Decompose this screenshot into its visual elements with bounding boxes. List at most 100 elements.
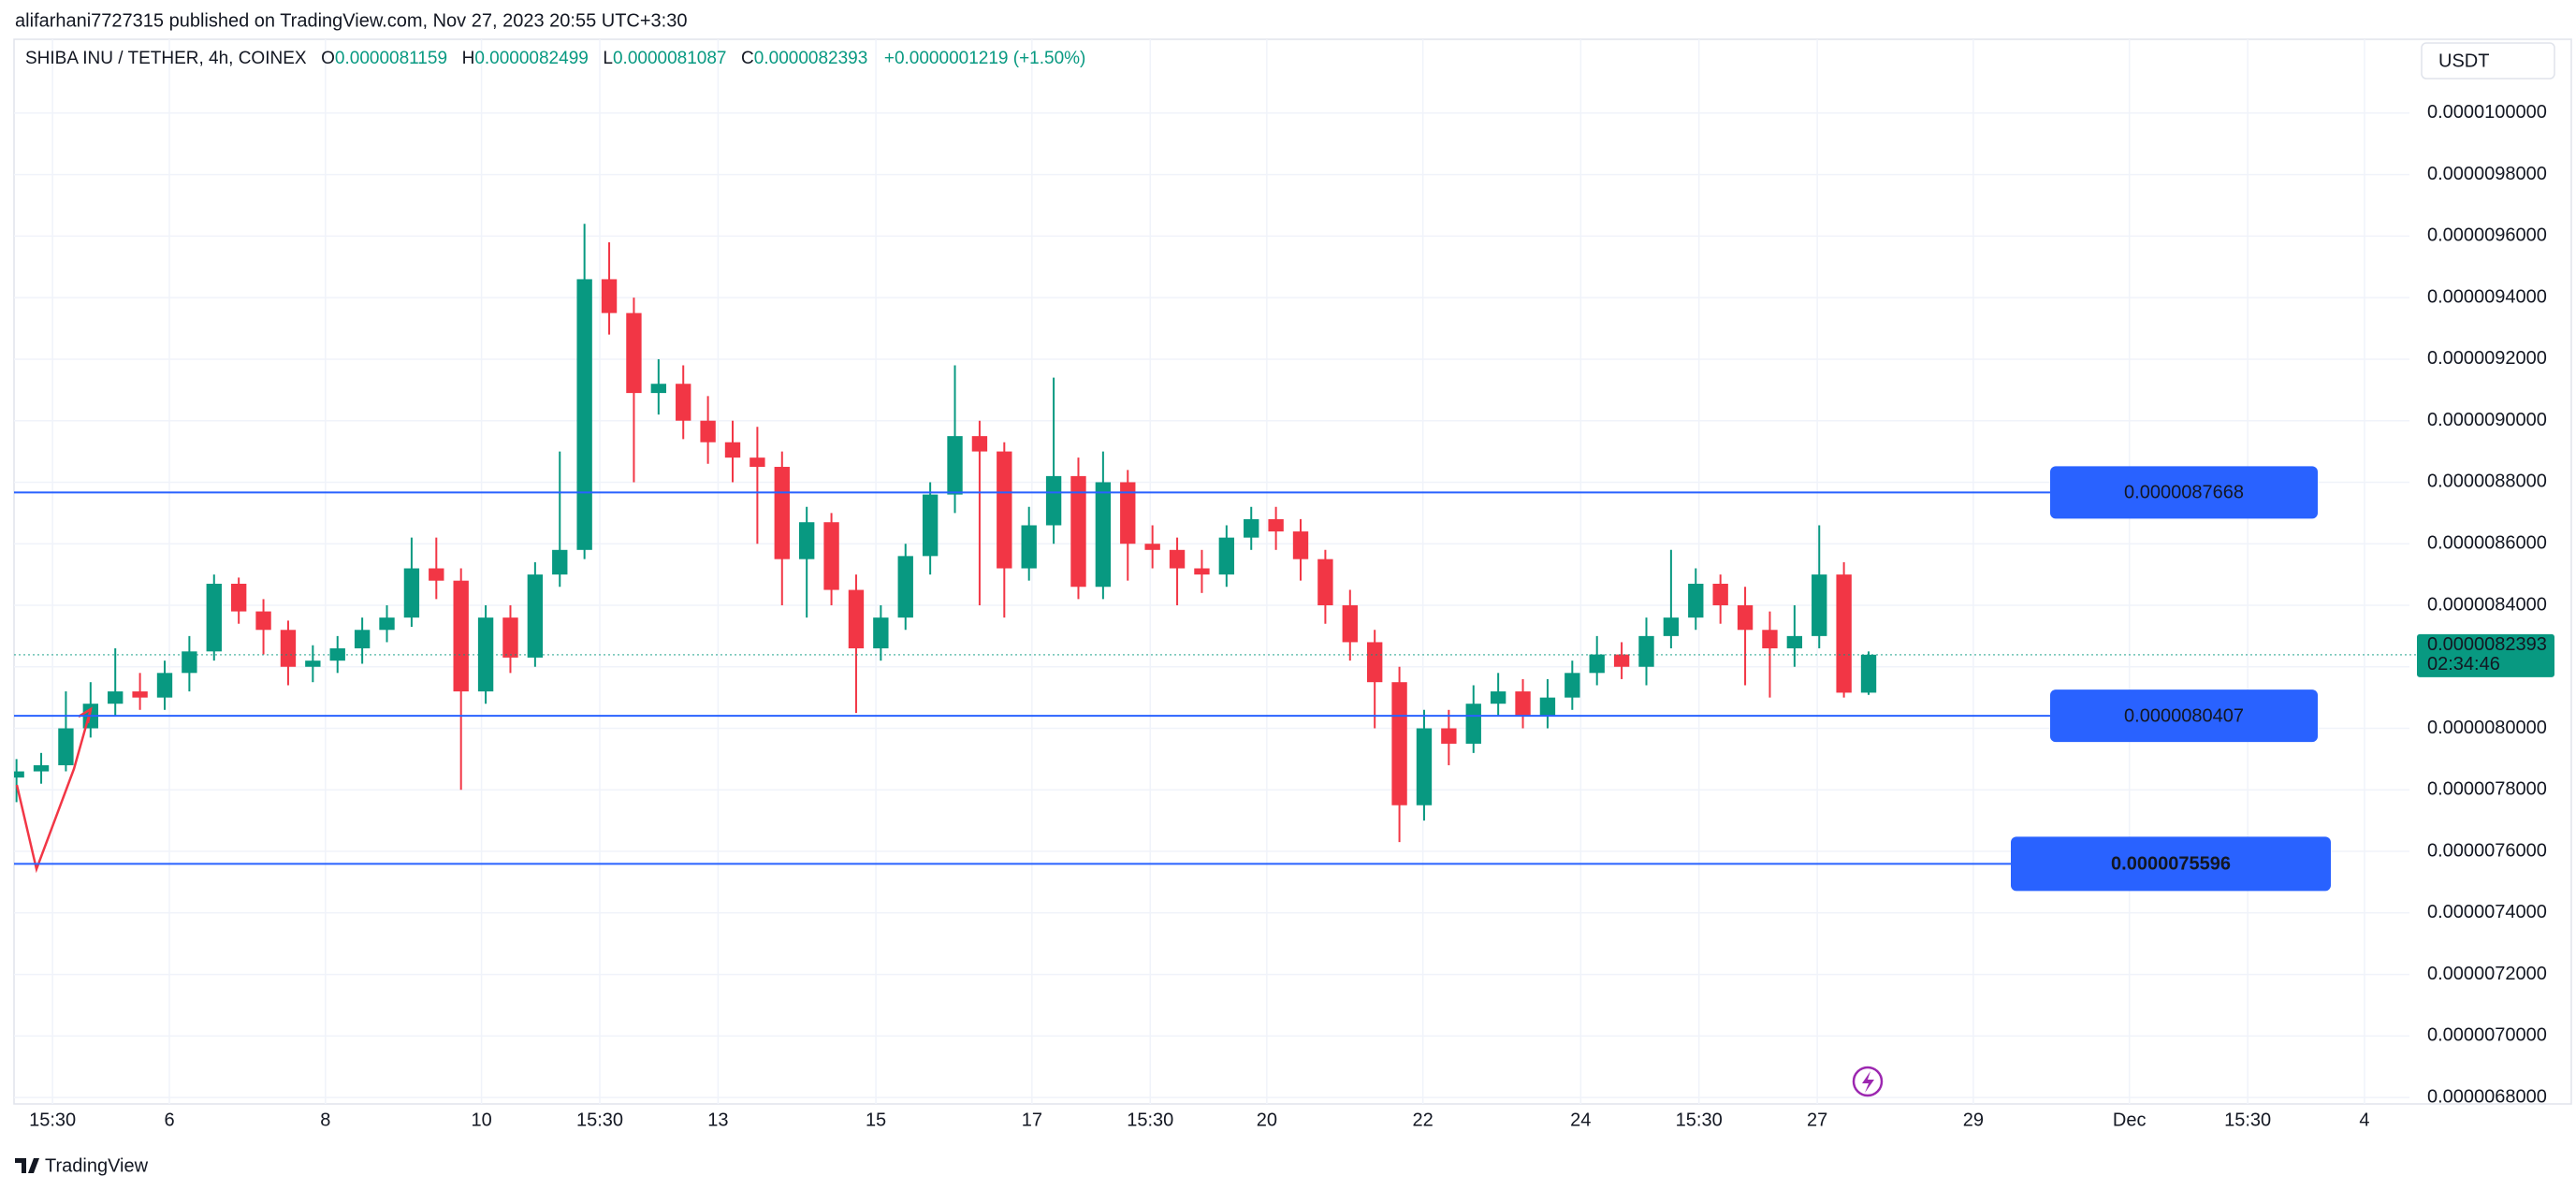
y-tick-label: 0.0000080000 — [2427, 718, 2547, 738]
candle-body — [527, 574, 544, 658]
candle-body — [255, 611, 271, 631]
drawn-zigzag — [15, 708, 93, 874]
candle-body — [1663, 617, 1680, 636]
candle-body — [156, 673, 173, 698]
candle-body — [429, 568, 444, 581]
candle-body — [502, 617, 518, 658]
candle-body — [1712, 583, 1728, 605]
grid — [14, 39, 2409, 1104]
ohlc-value: 0.0000082393 — [754, 49, 868, 68]
x-tick-label: 24 — [1570, 1110, 1591, 1130]
candle-body — [33, 764, 50, 772]
candle-body — [1737, 604, 1754, 631]
x-tick-label: 15:30 — [29, 1110, 76, 1130]
candle-body — [1120, 482, 1136, 544]
candle-body — [873, 617, 889, 649]
change: +0.0000001219 (+1.50%) — [884, 49, 1086, 68]
candle-body — [354, 630, 371, 649]
candle-body — [1144, 544, 1160, 550]
x-tick-label: 8 — [320, 1110, 330, 1130]
brand-mark — [15, 1158, 39, 1173]
candle-body — [1218, 537, 1235, 575]
candle-body — [626, 312, 642, 394]
candle-body — [1613, 654, 1630, 667]
candle-body — [1589, 654, 1605, 674]
y-tick-label: 0.0000096000 — [2427, 225, 2547, 246]
candle-body — [206, 583, 222, 652]
x-tick-label: 15 — [866, 1110, 886, 1130]
y-tick-label: 0.0000098000 — [2427, 164, 2547, 184]
candle-body — [1515, 691, 1531, 717]
candle-body — [971, 436, 988, 452]
x-tick-label: 20 — [1257, 1110, 1277, 1130]
candle-body — [1836, 574, 1852, 693]
candle-body — [1095, 482, 1112, 588]
brand-logo: TradingView — [15, 1155, 149, 1176]
candle-body — [58, 728, 74, 765]
candle-body — [1490, 691, 1506, 704]
candle-body — [676, 384, 691, 421]
zigzag-arrow — [78, 706, 93, 724]
candle-body — [379, 617, 395, 631]
candle-body — [1416, 728, 1433, 805]
candle-body — [477, 617, 494, 692]
candle-body — [403, 568, 420, 618]
y-tick-label: 0.0000084000 — [2427, 594, 2547, 615]
ohlc-value: 0.0000081159 — [335, 49, 447, 68]
x-tick-label: 22 — [1413, 1110, 1434, 1130]
candle-body — [1342, 604, 1358, 643]
ohlc-value: 0.0000081087 — [613, 49, 727, 68]
level-label: 0.0000075596 — [2111, 854, 2231, 875]
x-tick-label: 6 — [164, 1110, 174, 1130]
candle-body — [1391, 682, 1407, 805]
x-tick-label: 4 — [2359, 1110, 2369, 1130]
candle-body — [1070, 475, 1086, 588]
x-tick-label: 29 — [1963, 1110, 1984, 1130]
level-label-box — [2050, 466, 2318, 519]
candle-body — [1045, 475, 1062, 526]
y-tick-label: 0.0000094000 — [2427, 286, 2547, 307]
candle-body — [750, 457, 765, 468]
candle-body — [774, 467, 790, 559]
y-tick-label: 0.0000072000 — [2427, 964, 2547, 984]
level-label: 0.0000080407 — [2124, 705, 2244, 726]
y-tick-label: 0.0000092000 — [2427, 348, 2547, 369]
y-tick-label: 0.0000070000 — [2427, 1025, 2547, 1046]
candle-body — [1465, 704, 1481, 744]
candle-body — [798, 522, 815, 559]
candle-body — [1169, 549, 1186, 569]
candle-body — [1539, 697, 1556, 717]
published-line: alifarhani7727315 published on TradingVi… — [15, 10, 687, 31]
x-tick-label: 17 — [1022, 1110, 1042, 1130]
candle-body — [1812, 574, 1827, 636]
currency-button[interactable] — [2421, 42, 2555, 80]
candle-body — [947, 436, 963, 495]
candle-body — [1565, 673, 1580, 698]
event-bolt — [1862, 1071, 1874, 1093]
candle-body — [700, 420, 716, 443]
y-tick-label: 0.0000086000 — [2427, 533, 2547, 554]
chart-frame — [13, 38, 2572, 1105]
x-tick-label: 15:30 — [1127, 1110, 1173, 1130]
candle-body — [552, 549, 568, 575]
candle-body — [997, 451, 1012, 569]
candle-body — [724, 442, 741, 458]
currency[interactable]: USDT — [2438, 51, 2489, 71]
x-tick-label: 15:30 — [576, 1110, 623, 1130]
event-icon[interactable] — [1852, 1066, 1884, 1097]
x-tick-label: 15:30 — [1676, 1110, 1723, 1130]
x-tick-label: 13 — [707, 1110, 728, 1130]
y-tick-label: 0.0000088000 — [2427, 472, 2547, 492]
level-label-box — [2011, 836, 2331, 892]
y-tick-label: 0.0000074000 — [2427, 902, 2547, 922]
x-tick-label: 10 — [471, 1110, 491, 1130]
ohlc-label: C — [741, 49, 754, 68]
candle-body — [1021, 525, 1037, 569]
level-label-box — [2050, 689, 2318, 743]
candle-body — [848, 589, 865, 649]
candle-body — [1441, 728, 1457, 744]
candle-body — [453, 580, 469, 692]
symbol: SHIBA INU / TETHER, 4h, COINEX — [25, 49, 307, 68]
y-tick-label: 0.0000090000 — [2427, 410, 2547, 430]
